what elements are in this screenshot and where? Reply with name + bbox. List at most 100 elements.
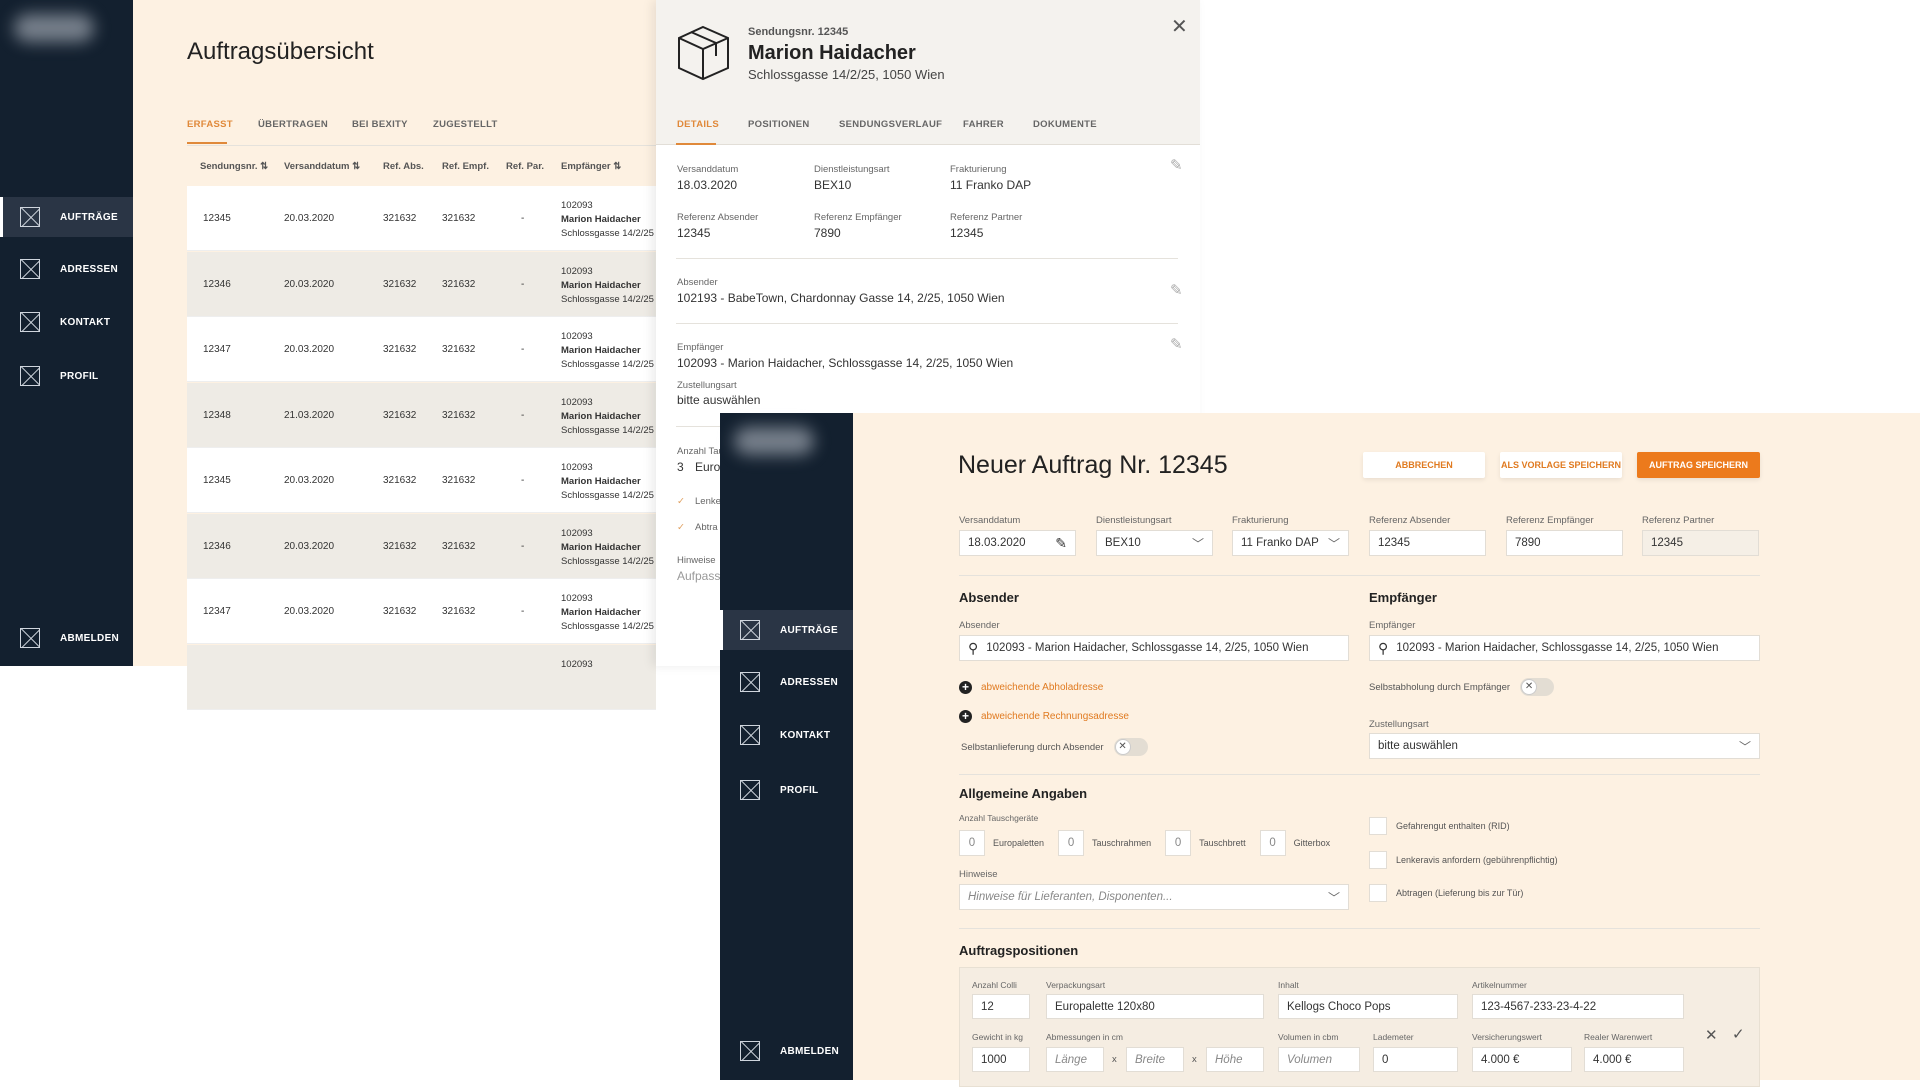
edit-pencil-icon[interactable]: ✎ — [1170, 282, 1183, 299]
col-versanddatum[interactable]: Versanddatum ⇅ — [284, 161, 361, 172]
edit-pencil-icon[interactable]: ✎ — [1170, 157, 1183, 174]
laenge-input[interactable]: Länge — [1046, 1047, 1104, 1072]
close-icon[interactable]: ✕ — [1171, 16, 1188, 38]
gewicht-input[interactable]: 1000 — [972, 1047, 1030, 1072]
table-row[interactable]: 12345 20.03.2020 321632 321632 - 102093 Marion… — [187, 186, 656, 251]
sidebar-item-abmelden[interactable]: ABMELDEN — [720, 1031, 853, 1071]
col-sendungsnr[interactable]: Sendungsnr. ⇅ — [200, 161, 269, 172]
detail-sendungsnr: Sendungsnr. 12345 — [748, 26, 849, 38]
tab-uebertragen[interactable]: ÜBERTRAGEN — [258, 119, 329, 130]
sidebar-item-profil[interactable]: PROFIL — [720, 770, 853, 810]
confirm-check-icon[interactable]: ✓ — [1732, 1026, 1745, 1043]
anzahl-colli-input[interactable]: 12 — [972, 994, 1030, 1019]
cell-abs: 321632 — [383, 475, 417, 486]
page-title: Neuer Auftrag Nr. 12345 — [958, 451, 1228, 479]
tab-details[interactable]: DETAILS — [677, 119, 720, 130]
positionen-heading: Auftragspositionen — [959, 943, 1079, 958]
tab-positionen[interactable]: POSITIONEN — [748, 119, 810, 130]
empfaenger-search-input[interactable]: ⚲ 102093 - Marion Haidacher, Schlossgasse… — [1369, 635, 1760, 661]
lenkeravis-checkbox[interactable] — [1369, 851, 1387, 869]
referenz-empfaenger-input[interactable]: 7890 — [1506, 530, 1623, 556]
add-billing-address-link[interactable]: + abweichende Rechnungsadresse — [959, 710, 1129, 723]
selbstabholung-toggle[interactable]: ✕ — [1520, 678, 1555, 696]
zustellungsart-label: Zustellungsart — [1369, 719, 1429, 730]
tab-underline — [187, 142, 227, 144]
placeholder-x-icon — [20, 259, 40, 279]
sidebar-item-kontakt[interactable]: KONTAKT — [0, 302, 133, 342]
frakturierung-label: Frakturierung — [1232, 515, 1289, 526]
table-row[interactable]: 12346 20.03.2020 321632 321632 - 102093 Marion… — [187, 513, 656, 579]
col-empfaenger[interactable]: Empfänger ⇅ — [561, 161, 622, 172]
tauschbrett-input[interactable]: 0 — [1165, 830, 1192, 856]
warenwert-label: Realer Warenwert — [1584, 1032, 1653, 1042]
cell-empf: 321632 — [442, 606, 476, 617]
sidebar-item-adressen[interactable]: ADRESSEN — [720, 662, 853, 702]
sidebar-item-auftraege[interactable]: AUFTRÄGE — [720, 610, 853, 650]
verpackungsart-input[interactable]: Europalette 120x80 — [1046, 994, 1264, 1019]
gefahrengut-checkbox[interactable] — [1369, 817, 1387, 835]
tab-erfasst[interactable]: ERFASST — [187, 119, 233, 130]
table-row[interactable]: 12347 20.03.2020 321632 321632 - 102093 Marion… — [187, 579, 656, 644]
cell-empf: 321632 — [442, 213, 476, 224]
table-row[interactable]: 12346 20.03.2020 321632 321632 - 102093 Marion… — [187, 251, 656, 317]
divider — [959, 575, 1760, 576]
field-label: Referenz Empfänger — [814, 212, 902, 223]
cancel-button[interactable]: ABBRECHEN — [1363, 452, 1485, 478]
referenz-partner-input[interactable]: 12345 — [1642, 530, 1759, 556]
tab-fahrer[interactable]: FAHRER — [963, 119, 1004, 130]
edit-pencil-icon[interactable]: ✎ — [1170, 336, 1183, 353]
sidebar-item-auftraege[interactable]: AUFTRÄGE — [0, 197, 133, 237]
dienstleistungsart-select[interactable]: BEX10 ﹀ — [1096, 530, 1213, 556]
volumen-input[interactable]: Volumen — [1278, 1047, 1360, 1072]
nav-label: PROFIL — [780, 784, 819, 796]
tab-sendungsverlauf[interactable]: SENDUNGSVERLAUF — [839, 119, 943, 130]
table-row[interactable]: 12347 20.03.2020 321632 321632 - 102093 Marion… — [187, 317, 656, 382]
absender-search-input[interactable]: ⚲ 102093 - Marion Haidacher, Schlossgasse… — [959, 635, 1349, 661]
tauschgeraete-row: 0 Europaletten 0 Tauschrahmen 0 Tauschbr… — [959, 830, 1344, 856]
sidebar-item-profil[interactable]: PROFIL — [0, 356, 133, 396]
cell-date: 20.03.2020 — [284, 475, 335, 486]
sidebar-item-kontakt[interactable]: KONTAKT — [720, 715, 853, 755]
discard-x-icon[interactable]: ✕ — [1705, 1027, 1718, 1044]
save-order-button[interactable]: AUFTRAG SPEICHERN — [1637, 452, 1760, 478]
tab-zugestellt[interactable]: ZUGESTELLT — [433, 119, 498, 130]
hoehe-input[interactable]: Höhe — [1206, 1047, 1264, 1072]
tab-dokumente[interactable]: DOKUMENTE — [1033, 119, 1097, 130]
gitterbox-input[interactable]: 0 — [1259, 830, 1286, 856]
table-row[interactable]: 12345 20.03.2020 321632 321632 - 102093 Marion… — [187, 448, 656, 513]
placeholder-x-icon — [740, 780, 760, 800]
x-icon: ✕ — [1114, 739, 1131, 755]
artikelnummer-label: Artikelnummer — [1472, 980, 1527, 990]
table-row[interactable]: 12348 21.03.2020 321632 321632 - 102093 Marion… — [187, 382, 656, 448]
versicherungswert-input[interactable]: 4.000 € — [1472, 1047, 1572, 1072]
versanddatum-label: Versanddatum — [959, 515, 1021, 526]
referenz-absender-input[interactable]: 12345 — [1369, 530, 1486, 556]
artikelnummer-input[interactable]: 123-4567-233-23-4-22 — [1472, 994, 1684, 1019]
tabs-divider — [187, 145, 656, 146]
frakturierung-select[interactable]: 11 Franko DAP ﹀ — [1232, 530, 1349, 556]
abtragen-checkbox[interactable] — [1369, 884, 1387, 902]
empfaenger-label: Empfänger — [677, 342, 724, 353]
tauschrahmen-input[interactable]: 0 — [1058, 830, 1085, 856]
versanddatum-input[interactable]: 18.03.2020 ✎ — [959, 530, 1076, 556]
hinweise-select[interactable]: Hinweise für Lieferanten, Disponenten...… — [959, 884, 1349, 910]
inhalt-input[interactable]: Kellogs Choco Pops — [1278, 994, 1458, 1019]
anzahl-label: Anzahl Tauschgeräte — [959, 813, 1039, 823]
cell-empfaenger-addr: Schlossgasse 14/2/25 — [561, 621, 654, 632]
page-title: Auftragsübersicht — [187, 38, 374, 65]
zustellungsart-select[interactable]: bitte auswählen ﹀ — [1369, 733, 1760, 759]
europaletten-input[interactable]: 0 — [959, 830, 985, 856]
lademeter-label: Lademeter — [1373, 1032, 1414, 1042]
table-row[interactable]: 102093 — [187, 644, 656, 710]
sidebar-item-adressen[interactable]: ADRESSEN — [0, 249, 133, 289]
selbstanlieferung-toggle[interactable]: ✕ — [1113, 738, 1148, 756]
add-pickup-address-link[interactable]: + abweichende Abholadresse — [959, 681, 1103, 694]
nav-label: ADRESSEN — [780, 676, 838, 688]
warenwert-input[interactable]: 4.000 € — [1584, 1047, 1684, 1072]
sidebar-item-abmelden[interactable]: ABMELDEN — [0, 618, 133, 658]
save-template-button[interactable]: ALS VORLAGE SPEICHERN — [1500, 452, 1622, 478]
breite-input[interactable]: Breite — [1126, 1047, 1184, 1072]
referenz-partner-label: Referenz Partner — [1642, 515, 1715, 526]
lademeter-input[interactable]: 0 — [1373, 1047, 1458, 1072]
tab-bei-bexity[interactable]: BEI BEXITY — [352, 119, 408, 130]
